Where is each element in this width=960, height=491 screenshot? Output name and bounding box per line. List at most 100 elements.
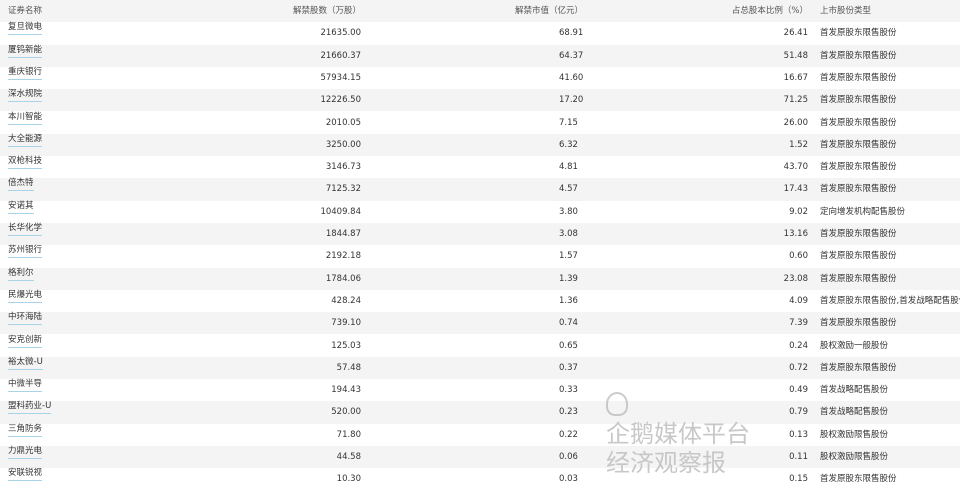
security-name-link[interactable]: 长华化学 (8, 223, 43, 236)
type-cell: 股权激励一般股份 (820, 340, 889, 351)
type-cell: 股权激励限售股份 (820, 429, 889, 440)
ratio-cell: 26.41 (783, 28, 808, 39)
value-cell: 0.33 (559, 385, 578, 396)
ratio-cell: 23.08 (783, 273, 808, 284)
type-cell: 首发原股东限售股份 (820, 95, 897, 106)
type-cell: 首发原股东限售股份 (820, 273, 897, 284)
security-name-link[interactable]: 三角防务 (8, 424, 43, 437)
watermark-text: 企鹅媒体平台 经济观察报 (606, 420, 750, 477)
value-cell: 0.06 (559, 452, 578, 462)
security-name-link[interactable]: 复旦微电 (8, 22, 43, 36)
shares-cell: 57934.15 (320, 72, 361, 83)
type-cell: 首发原股东限售股份 (820, 318, 897, 329)
type-cell: 首发原股东限售股份 (820, 50, 897, 61)
table-row: 长华化学 1844.87 3.08 13.16 首发原股东限售股份 (0, 223, 960, 246)
type-cell: 首发战略配售股份 (820, 407, 889, 418)
security-name-link[interactable]: 安克创新 (8, 335, 43, 348)
shares-cell: 7125.32 (325, 184, 361, 195)
security-name-link[interactable]: 深水规院 (8, 89, 43, 103)
security-name-link[interactable]: 中微半导 (8, 379, 43, 393)
value-cell: 0.03 (559, 474, 578, 485)
security-name-link[interactable]: 盟科药业-U (8, 401, 52, 415)
value-cell: 1.36 (559, 295, 578, 306)
shares-cell: 2192.18 (325, 251, 361, 262)
type-cell: 首发原股东限售股份 (820, 117, 897, 128)
type-cell: 定向增发机构配售股份 (820, 206, 906, 217)
shares-cell: 125.03 (331, 340, 361, 351)
shares-cell: 2010.05 (325, 117, 361, 128)
header-ratio[interactable]: 占总股本比例（%） (731, 6, 808, 16)
ratio-cell: 4.09 (789, 295, 808, 306)
table-row: 厦钨新能 21660.37 64.37 51.48 首发原股东限售股份 (0, 44, 960, 67)
ratio-cell: 0.11 (789, 452, 808, 462)
security-name-link[interactable]: 重庆银行 (8, 67, 43, 80)
security-name-link[interactable]: 安诺其 (8, 201, 34, 214)
header-name[interactable]: 证券名称 (8, 6, 43, 16)
value-cell: 6.32 (559, 139, 578, 150)
shares-cell: 194.43 (331, 385, 361, 396)
security-name-link[interactable]: 格利尔 (8, 268, 34, 281)
value-cell: 4.57 (559, 184, 578, 195)
security-name-link[interactable]: 厦钨新能 (8, 45, 43, 58)
shares-cell: 12226.50 (320, 95, 361, 106)
security-name-link[interactable]: 本川智能 (8, 112, 43, 125)
value-cell: 4.81 (559, 162, 578, 173)
type-cell: 首发原股东限售股份 (820, 184, 897, 195)
type-cell: 首发原股东限售股份 (820, 362, 897, 373)
ratio-cell: 0.13 (789, 429, 808, 440)
type-cell: 首发原股东限售股份 (820, 474, 897, 485)
header-type[interactable]: 上市股份类型 (820, 6, 872, 16)
header-shares[interactable]: 解禁股数（万股） (292, 6, 361, 16)
type-cell: 首发原股东限售股份 (820, 72, 897, 83)
shares-cell: 3146.73 (325, 162, 361, 173)
ratio-cell: 43.70 (783, 162, 808, 173)
ratio-cell: 13.16 (783, 229, 808, 239)
type-cell: 首发原股东限售股份,首发战略配售股份 (820, 295, 960, 306)
value-cell: 64.37 (559, 50, 584, 61)
security-name-link[interactable]: 民爆光电 (8, 290, 43, 303)
security-name-link[interactable]: 中环海陆 (8, 312, 43, 326)
security-name-link[interactable]: 双枪科技 (8, 156, 43, 170)
security-name-link[interactable]: 安联锐视 (8, 468, 43, 482)
ratio-cell: 0.79 (789, 407, 808, 418)
header-value[interactable]: 解禁市值（亿元） (515, 6, 584, 16)
security-name-link[interactable]: 大全能源 (8, 134, 43, 147)
table-row: 力鼎光电 44.58 0.06 0.11 股权激励限售股份 (0, 446, 960, 469)
value-cell: 68.91 (559, 28, 584, 39)
value-cell: 0.23 (559, 407, 578, 418)
type-cell: 首发原股东限售股份 (820, 139, 897, 150)
security-name-link[interactable]: 苏州银行 (8, 245, 43, 259)
table-row: 双枪科技 3146.73 4.81 43.70 首发原股东限售股份 (0, 156, 960, 178)
table-row: 苏州银行 2192.18 1.57 0.60 首发原股东限售股份 (0, 245, 960, 267)
penguin-icon (606, 392, 628, 416)
value-cell: 1.39 (559, 273, 578, 284)
table-row: 盟科药业-U 520.00 0.23 0.79 首发战略配售股份 (0, 401, 960, 424)
ratio-cell: 51.48 (783, 50, 808, 61)
security-name-link[interactable]: 裕太微-U (8, 357, 43, 370)
table-row: 复旦微电 21635.00 68.91 26.41 首发原股东限售股份 (0, 22, 960, 44)
table-header: 证券名称 解禁股数（万股） 解禁市值（亿元） 占总股本比例（%） 上市股份类型 (0, 0, 960, 23)
type-cell: 首发原股东限售股份 (820, 28, 897, 39)
ratio-cell: 0.15 (789, 474, 808, 485)
type-cell: 首发原股东限售股份 (820, 229, 897, 239)
shares-cell: 21660.37 (320, 50, 361, 61)
table-row: 民爆光电 428.24 1.36 4.09 首发原股东限售股份,首发战略配售股份 (0, 290, 960, 312)
table-row: 安联锐视 10.30 0.03 0.15 首发原股东限售股份 (0, 468, 960, 490)
table-row: 倍杰特 7125.32 4.57 17.43 首发原股东限售股份 (0, 178, 960, 201)
type-cell: 首发原股东限售股份 (820, 251, 897, 262)
watermark: 企鹅媒体平台 经济观察报 (606, 392, 766, 478)
ratio-cell: 0.24 (789, 340, 808, 351)
value-cell: 0.74 (559, 318, 578, 329)
ratio-cell: 0.72 (789, 362, 808, 373)
shares-cell: 428.24 (331, 295, 361, 306)
value-cell: 41.60 (559, 72, 584, 83)
ratio-cell: 71.25 (783, 95, 808, 106)
value-cell: 0.37 (559, 362, 578, 373)
shares-cell: 44.58 (336, 452, 361, 462)
shares-cell: 3250.00 (325, 139, 361, 150)
security-name-link[interactable]: 力鼎光电 (8, 446, 43, 459)
ratio-cell: 1.52 (789, 139, 808, 150)
value-cell: 3.80 (559, 206, 578, 217)
security-name-link[interactable]: 倍杰特 (8, 178, 34, 192)
shares-cell: 1784.06 (325, 273, 361, 284)
